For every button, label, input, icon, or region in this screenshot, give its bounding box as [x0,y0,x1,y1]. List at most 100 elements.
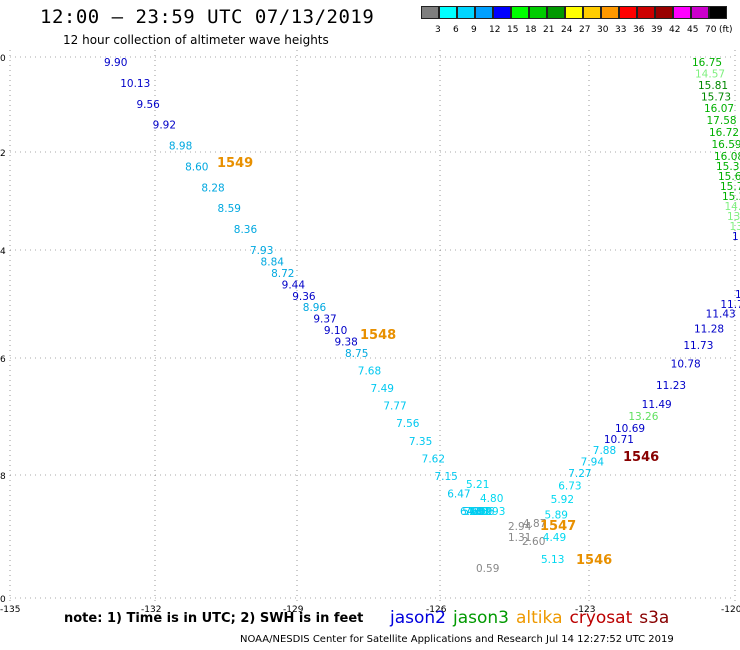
swh-value-label: 9.56 [136,99,160,111]
swh-value-label: 11.23 [656,380,686,392]
swh-value-label: 7.15 [434,471,457,483]
colorbar-swatch [691,6,709,19]
swh-value-label: 5.21 [466,479,489,491]
swh-value-label: 11.28 [694,323,724,335]
swh-value-label: 15.7 [720,181,740,193]
swh-value-label: 14. [725,201,740,213]
swh-value-label: 7.27 [568,468,591,480]
colorbar-label: 3 [435,25,441,35]
swh-value-label: 8.84 [261,256,285,268]
pass-time-label: 1547 [540,519,576,534]
swh-value-label: 10.78 [671,359,701,371]
swh-value-label: 7.56 [396,418,420,430]
colorbar-label: 70 [705,25,717,35]
pass-time-label: 1546 [623,450,659,465]
map-subtitle: 12 hour collection of altimeter wave hei… [63,33,329,47]
swh-value-label: 13.26 [628,411,658,423]
swh-value-label: 9.36 [292,291,316,303]
swh-value-label: 16.72 [709,127,739,139]
swh-value-label: 9.38 [334,337,357,349]
lat-tick-label: -66 [0,355,6,365]
track-right-ascending: 5.134.495.895.926.737.277.947.8810.7110.… [541,289,740,566]
colorbar-label: 12 [489,25,501,35]
swh-value-label: 0.59 [476,563,499,575]
swh-value-label: 10.69 [615,423,645,435]
altimeter-tracks: 9.90 10.13 9.56 9.92 8.98 8.60 8.28 8.59 8.36 7.9… [104,57,740,575]
swh-value-label: 6.73 [558,481,581,493]
swh-value-label: 8.36 [234,224,258,236]
pass-time-label: 1546 [576,553,612,568]
colorbar-swatch [637,6,655,19]
legend-s3a: s3a [639,608,670,628]
track-grey: 2.944.87 1.312.60 0.59 [476,518,546,575]
swh-value-label: 5.89 [545,510,568,522]
swh-value-label: 7.62 [422,453,445,465]
swh-value-label: 11.73 [683,340,713,352]
swh-value-label: 6.00 [460,506,483,518]
colorbar-unit: (ft) [719,25,733,35]
colorbar-swatch [439,6,457,19]
colorbar-swatch [619,6,637,19]
colorbar-swatch [565,6,583,19]
swh-value-label: 1 [732,231,739,243]
swh-value-label: 16.59 [712,139,740,151]
map-title: 12:00 — 23:59 UTC 07/13/2019 [40,6,375,28]
swh-value-label: 5.92 [551,494,574,506]
swh-value-label: 17.58 [707,115,737,127]
colorbar-label: 21 [543,25,555,35]
colorbar-swatch [709,6,727,19]
pass-time-labels: 1549 1548 1547 1546 1546 [217,156,659,568]
swh-value-label: 7.77 [383,401,406,413]
swh-value-label: 15.6 [718,171,740,183]
swh-value-label: 8.59 [218,203,241,215]
colorbar-label: 24 [561,25,573,35]
swh-value-label: 16.08 [714,151,740,163]
swh-value-label: 6.47 [447,488,470,500]
colorbar-swatch [457,6,475,19]
track-left-descending: 9.90 10.13 9.56 9.92 8.98 8.60 8.28 8.59 8.36 7.9… [104,57,505,518]
swh-value-label: 5.42 [469,506,492,518]
swh-value-label: 2.94 [508,521,532,533]
colorbar-label: 39 [651,25,663,35]
swh-value-label: 9.44 [282,279,306,291]
legend-jason3: jason3 [453,608,509,628]
lon-tick-label: -126 [426,605,447,615]
swh-value-label: 7.49 [371,383,394,395]
swh-value-label: 8.75 [345,348,368,360]
pass-time-label: 1549 [217,156,253,171]
swh-value-label: 15.81 [698,80,728,92]
swh-value-label: 7.35 [464,506,487,518]
swh-value-label: 4.69 [469,506,492,518]
lat-tick-label: -68 [0,472,6,482]
colorbar-label: 30 [597,25,609,35]
colorbar-swatch [583,6,601,19]
swh-value-label: 9.90 [104,57,127,69]
legend-cryosat: cryosat [569,608,633,628]
satellite-legend: jason2 jason3 altika cryosat s3a [390,608,676,628]
lon-tick-label: -135 [0,605,20,615]
colorbar-swatch [421,6,439,19]
lon-tick-label: -129 [283,605,304,615]
swh-value-label: 1.31 [508,532,531,544]
colorbar-label: 36 [633,25,645,35]
swh-value-label: 5.30 [462,506,485,518]
lon-tick-label: -132 [141,605,161,615]
swh-value-label: 8.98 [169,141,192,153]
swh-value-label: 5.13 [541,554,564,566]
swh-value-label: 14.57 [695,69,725,81]
swh-value-label: 8.60 [185,161,208,173]
lat-tick-label: -64 [0,247,6,257]
colorbar-label: 18 [525,25,537,35]
colorbar-swatch [601,6,619,19]
swh-value-label: 2.60 [522,536,545,548]
swh-value-label: 7.68 [358,366,381,378]
colorbar-label: 15 [507,25,519,35]
swh-value-label: 9.10 [324,325,347,337]
swh-value-label: 13 [727,211,740,223]
pass-time-label: 1548 [360,328,396,343]
swh-value-label: 7.93 [250,245,273,257]
swh-value-label: 10.71 [604,434,634,446]
colorbar-label: 9 [471,25,477,35]
swh-value-label: 15.2 [722,191,740,203]
swh-value-label: 3.93 [482,506,505,518]
